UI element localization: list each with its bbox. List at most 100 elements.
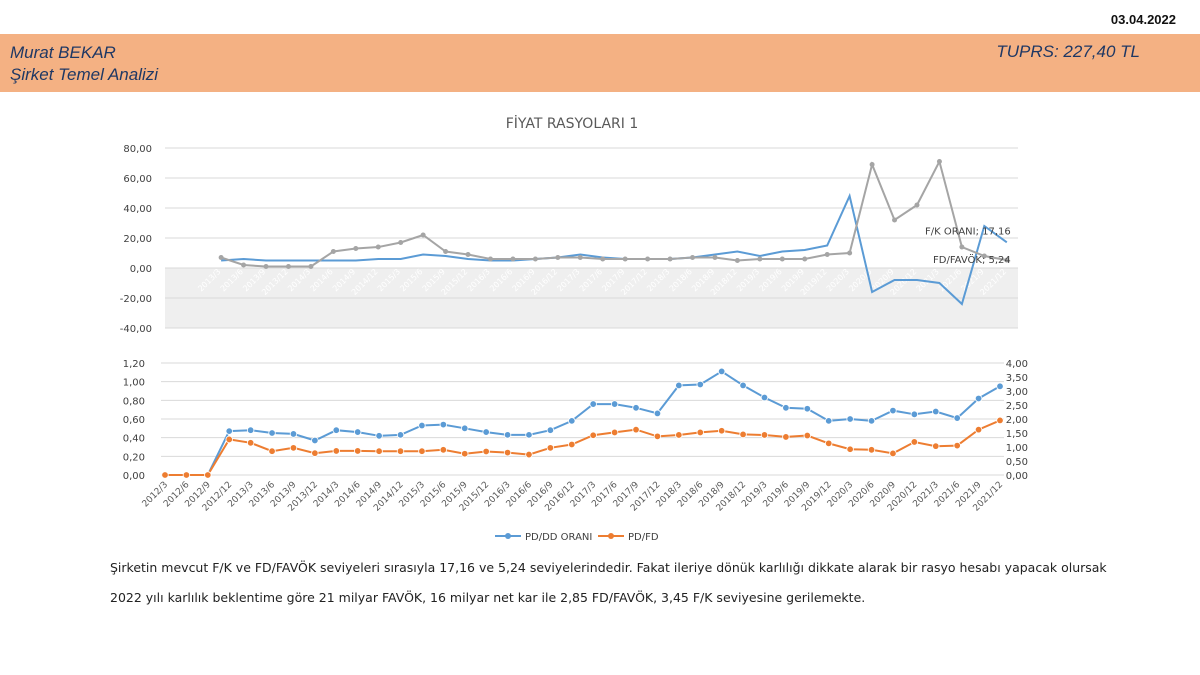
series-point xyxy=(867,417,876,425)
series-point xyxy=(311,436,319,445)
series-point xyxy=(332,426,340,434)
series-point xyxy=(482,428,490,436)
series-point xyxy=(375,244,381,250)
series-point xyxy=(760,393,769,402)
series-point xyxy=(757,256,763,262)
series-point xyxy=(568,440,576,449)
series-line-0 xyxy=(165,370,1001,476)
series-point xyxy=(632,404,640,412)
series-point xyxy=(936,159,942,164)
series-point xyxy=(803,431,812,440)
y-left-tick-label: 0,80 xyxy=(123,396,145,407)
series-point xyxy=(696,428,704,437)
series-point xyxy=(568,417,576,425)
series-point xyxy=(996,416,1004,425)
report-subtitle: Şirket Temel Analizi xyxy=(10,65,159,84)
series-point xyxy=(289,430,298,438)
y-right-tick-label: 0,50 xyxy=(1006,457,1028,468)
series-point xyxy=(803,405,812,413)
series-point xyxy=(289,444,298,452)
y-left-tick-label: 0,20 xyxy=(123,452,145,463)
series-point xyxy=(589,431,597,439)
series-point xyxy=(555,255,561,260)
series-point xyxy=(418,421,426,430)
price-ratios-chart: FİYAT RASYOLARI 1 80,00 60,00 40,00 20,00 0,0… xyxy=(120,114,1018,335)
y-left-tick-label: 0,00 xyxy=(123,471,145,482)
series-point xyxy=(910,438,919,446)
series-point xyxy=(241,262,247,268)
y-tick-label: 20,00 xyxy=(123,234,152,245)
series-point xyxy=(974,394,983,403)
series-point xyxy=(510,256,516,262)
end-label-ev: FD/FAVÖK; 5,24 xyxy=(933,253,1011,266)
y-tick-label: 60,00 xyxy=(123,174,152,185)
series-point xyxy=(846,415,854,423)
series-point xyxy=(889,406,897,415)
series-point xyxy=(824,252,830,257)
series-point xyxy=(981,253,987,259)
y-right-tick-label: 1,00 xyxy=(1006,443,1028,454)
series-point xyxy=(610,428,619,437)
series-point xyxy=(418,447,426,455)
series-point xyxy=(675,431,683,439)
series-point xyxy=(847,250,853,256)
series-point xyxy=(953,441,961,450)
series-point xyxy=(420,232,426,238)
legend-marker-0 xyxy=(505,533,511,539)
legend-label-1: PD/FD xyxy=(628,532,659,543)
header-banner: Murat BEKAR Şirket Temel Analizi TUPRS: … xyxy=(0,34,1200,92)
y-tick-label: 40,00 xyxy=(123,204,152,215)
series-point xyxy=(889,449,897,458)
series-point xyxy=(225,427,233,435)
series-point xyxy=(802,256,808,262)
series-point xyxy=(696,380,704,389)
series-point xyxy=(825,439,833,448)
analysis-text-1: Şirketin mevcut F/K ve FD/FAVÖK seviyele… xyxy=(110,560,1107,575)
series-point xyxy=(712,255,718,260)
series-point xyxy=(396,447,405,455)
series-point xyxy=(739,430,747,439)
report-date: 03.04.2022 xyxy=(1110,12,1176,27)
series-point xyxy=(311,449,319,457)
series-point xyxy=(396,431,405,439)
series-point xyxy=(546,444,555,452)
y-left-tick-label: 1,00 xyxy=(123,378,145,389)
y-right-tick-label: 3,50 xyxy=(1006,373,1028,384)
series-point xyxy=(782,433,790,441)
y-left-tick-label: 1,20 xyxy=(123,359,145,370)
series-point xyxy=(161,471,169,479)
series-point xyxy=(375,447,383,455)
series-point xyxy=(667,256,673,262)
series-point xyxy=(443,249,449,254)
series-point xyxy=(268,447,276,455)
series-point xyxy=(461,424,469,433)
series-point xyxy=(353,428,362,436)
series-point xyxy=(779,256,785,262)
series-point xyxy=(487,256,493,262)
series-point xyxy=(690,255,696,260)
series-point xyxy=(932,442,940,450)
series-point xyxy=(398,240,404,245)
series-point xyxy=(332,447,340,455)
series-point xyxy=(182,471,191,479)
series-point xyxy=(953,414,961,422)
y-right-tick-label: 2,00 xyxy=(1006,415,1028,426)
series-point xyxy=(996,382,1004,391)
series-point xyxy=(285,264,291,269)
series-point xyxy=(825,417,833,425)
series-point xyxy=(218,255,224,260)
series-point xyxy=(892,217,898,223)
series-point xyxy=(546,426,555,434)
author-name: Murat BEKAR xyxy=(10,43,116,62)
y-tick-label: -20,00 xyxy=(120,294,152,305)
y-tick-label: 80,00 xyxy=(123,144,152,155)
end-label-pe: F/K ORANI; 17,16 xyxy=(925,226,1011,237)
series-point xyxy=(782,404,790,412)
series-point xyxy=(959,244,965,250)
series-point xyxy=(867,446,876,454)
series-point xyxy=(932,407,940,416)
ticker-price: TUPRS: 227,40 TL xyxy=(996,42,1140,61)
series-point xyxy=(246,426,255,434)
y-left-tick-label: 0,40 xyxy=(123,434,145,445)
series-point xyxy=(717,367,726,376)
